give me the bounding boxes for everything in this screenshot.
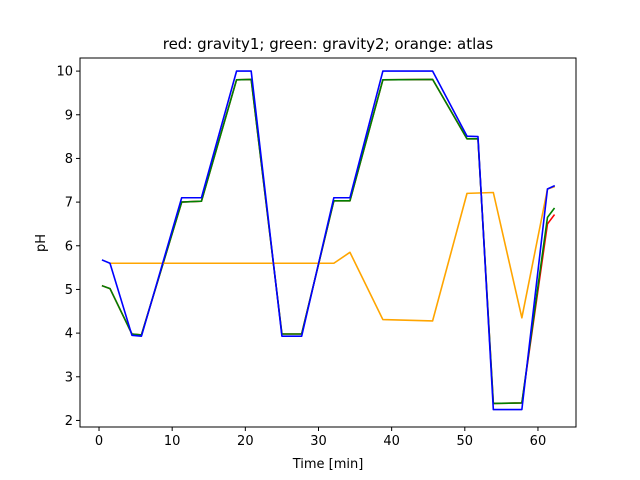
x-tick-label-0: 0 bbox=[95, 434, 103, 449]
x-tick-label-3: 30 bbox=[310, 434, 327, 449]
x-axis-label: Time [min] bbox=[292, 457, 364, 472]
y-tick-label-6: 8 bbox=[65, 152, 73, 167]
y-tick-label-0: 2 bbox=[65, 414, 73, 429]
series-line-2 bbox=[109, 185, 556, 322]
y-axis-label: pH bbox=[34, 234, 49, 252]
y-tick-label-3: 5 bbox=[65, 283, 73, 298]
y-tick-label-8: 10 bbox=[56, 65, 73, 80]
y-tick-label-2: 4 bbox=[65, 327, 73, 342]
y-tick-label-1: 3 bbox=[65, 370, 73, 385]
chart-title: red: gravity1; green: gravity2; orange: … bbox=[163, 35, 494, 53]
y-tick-label-4: 6 bbox=[65, 239, 73, 254]
plot-area: 0 10 20 30 40 50 60 2 3 4 5 6 7 8 9 10 bbox=[56, 57, 577, 449]
x-tick-label-4: 40 bbox=[383, 434, 400, 449]
x-tick-label-5: 50 bbox=[457, 434, 474, 449]
x-tick-label-6: 60 bbox=[530, 434, 547, 449]
y-tick-label-5: 7 bbox=[65, 196, 73, 211]
series-line-3 bbox=[101, 70, 556, 411]
x-tick-label-1: 10 bbox=[164, 434, 181, 449]
y-tick-label-7: 9 bbox=[65, 108, 73, 123]
axes-frame bbox=[79, 57, 577, 428]
x-tick-label-2: 20 bbox=[237, 434, 254, 449]
